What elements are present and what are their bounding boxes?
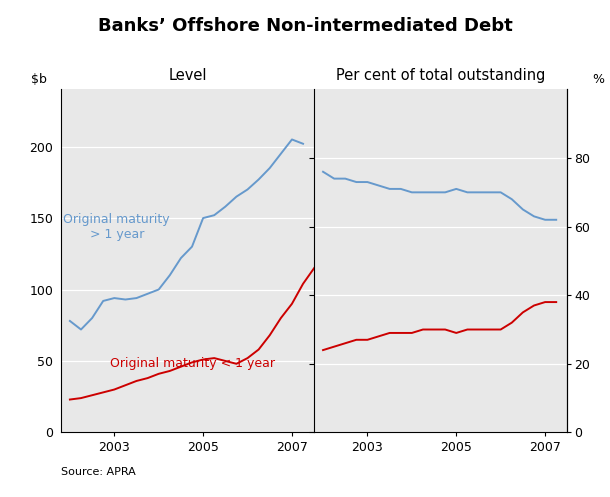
Text: Per cent of total outstanding: Per cent of total outstanding bbox=[336, 68, 545, 83]
Text: $b: $b bbox=[30, 73, 46, 86]
Text: Level: Level bbox=[168, 68, 207, 83]
Text: Original maturity
> 1 year: Original maturity > 1 year bbox=[63, 213, 170, 241]
Text: Original maturity < 1 year: Original maturity < 1 year bbox=[110, 357, 275, 370]
Text: Banks’ Offshore Non-intermediated Debt: Banks’ Offshore Non-intermediated Debt bbox=[98, 17, 512, 35]
Text: Source: APRA: Source: APRA bbox=[61, 467, 136, 477]
Text: %: % bbox=[593, 73, 605, 86]
